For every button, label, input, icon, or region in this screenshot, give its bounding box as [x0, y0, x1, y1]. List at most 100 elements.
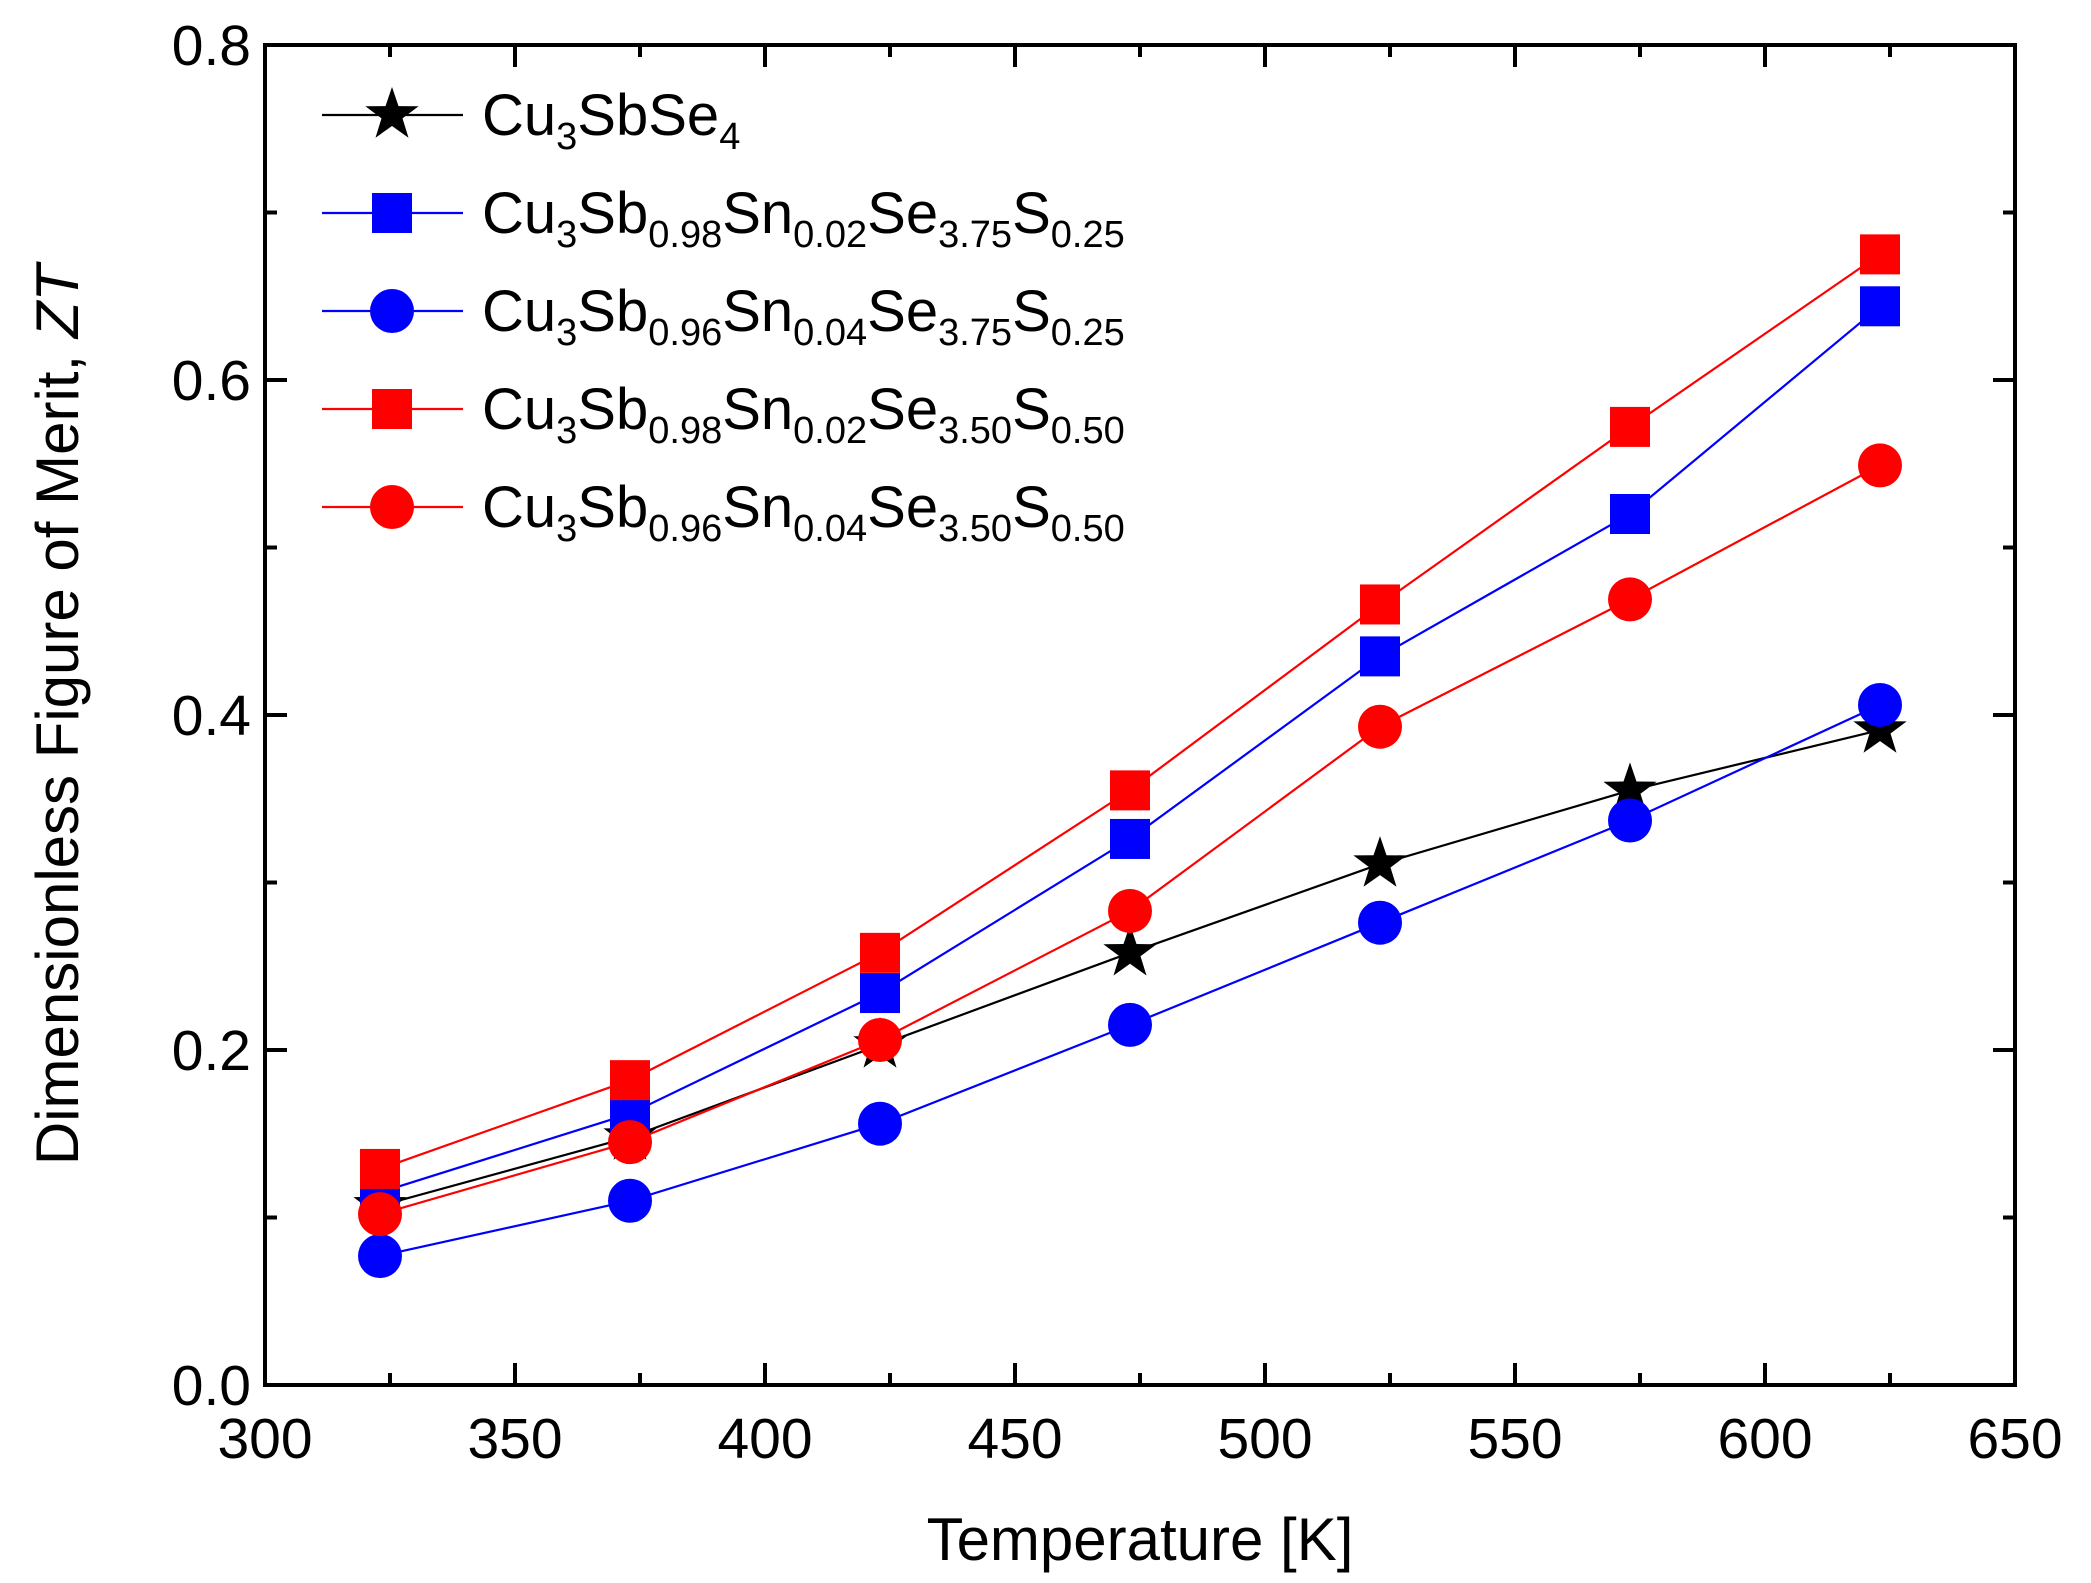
series-markers [353, 234, 1907, 1279]
axis-ticks [263, 43, 2017, 1387]
legend-marker [372, 193, 412, 233]
legend-marker [370, 485, 414, 529]
legend-label-part: Cu [482, 377, 556, 442]
legend-label-part: Cu [482, 181, 556, 246]
legend-label-subscript: 0.98 [648, 410, 722, 452]
x-tick-label: 500 [1217, 1407, 1312, 1471]
legend-label-subscript: 3 [556, 508, 577, 550]
series-2-point [860, 973, 900, 1014]
series-3-point [608, 1178, 652, 1223]
legend-label-part: S [1012, 181, 1051, 246]
legend-label-part: Sb [577, 377, 648, 442]
legend-label-part: Sb [577, 181, 648, 246]
legend-label-part: Sn [722, 475, 793, 540]
y-tick-label: 0.6 [172, 349, 251, 413]
x-tick-label: 550 [1467, 1407, 1562, 1471]
legend-label-subscript: 3 [556, 214, 577, 256]
legend-label-part: Cu [482, 83, 556, 148]
x-tick-label: 350 [467, 1407, 562, 1471]
series-3-point [358, 1234, 402, 1279]
legend-label-subscript: 3.75 [938, 214, 1012, 256]
legend-label-part: Sb [577, 475, 648, 540]
legend-label-part: Se [867, 377, 938, 442]
series-2-point [1360, 636, 1400, 677]
legend-label-subscript: 3.50 [938, 508, 1012, 550]
series-1-point [1353, 836, 1407, 887]
legend-label-subscript: 3 [556, 410, 577, 452]
legend-label-part: S [1012, 475, 1051, 540]
legend-marker [372, 389, 412, 429]
series-4-point [1360, 584, 1400, 625]
y-axis-title-symbol: ZT [24, 261, 91, 341]
series-4-point [360, 1148, 400, 1189]
legend-label-subscript: 3.75 [938, 312, 1012, 354]
series-1-point [1853, 702, 1907, 753]
legend-label-part: SbSe [577, 83, 719, 148]
x-tick-label: 650 [1967, 1407, 2062, 1471]
legend-label-subscript: 0.50 [1051, 410, 1125, 452]
legend-label-subscript: 0.98 [648, 214, 722, 256]
legend-label: Cu3Sb0.96Sn0.04Se3.75S0.25 [482, 279, 1125, 354]
series-2-point [1860, 286, 1900, 327]
series-4-point [1610, 406, 1650, 447]
legend-label-part: Se [867, 181, 938, 246]
y-tick-label: 0.8 [172, 14, 251, 78]
legend-label-subscript: 4 [719, 116, 740, 158]
y-tick-labels: 0.0 0.2 0.4 0.6 0.8 [172, 14, 251, 1418]
legend-label-subscript: 0.96 [648, 312, 722, 354]
legend-label-subscript: 0.25 [1051, 214, 1125, 256]
series-3-point [1358, 900, 1402, 945]
x-tick-label: 450 [967, 1407, 1062, 1471]
legend-label-subscript: 3 [556, 116, 577, 158]
legend-label-subscript: 3.50 [938, 410, 1012, 452]
legend-label-part: S [1012, 377, 1051, 442]
legend-marker [365, 87, 419, 138]
legend-label-part: Se [867, 279, 938, 344]
legend-label-part: Sn [722, 377, 793, 442]
legend-label: Cu3Sb0.98Sn0.02Se3.50S0.50 [482, 377, 1125, 452]
y-axis-title: Dimensionless Figure of Merit, ZT [24, 261, 91, 1166]
legend-label: Cu3Sb0.98Sn0.02Se3.75S0.25 [482, 181, 1125, 256]
y-tick-label: 0.0 [172, 1354, 251, 1418]
legend-label-subscript: 3 [556, 312, 577, 354]
legend-label-subscript: 0.50 [1051, 508, 1125, 550]
legend-label-subscript: 0.04 [793, 508, 867, 550]
series-5-point [858, 1017, 902, 1062]
legend-label-part: Cu [482, 475, 556, 540]
legend-label-part: Cu [482, 279, 556, 344]
series-3-point [1108, 1002, 1152, 1047]
series-5-point [1858, 443, 1902, 488]
legend-label: Cu3SbSe4 [482, 83, 740, 158]
legend-label-part: Sn [722, 181, 793, 246]
x-tick-label: 400 [717, 1407, 812, 1471]
x-tick-labels: 300 350 400 450 500 550 600 650 [217, 1407, 2062, 1471]
series-5-point [1108, 888, 1152, 933]
series-1-point [1103, 924, 1157, 976]
x-tick-label: 600 [1717, 1407, 1812, 1471]
legend-label-part: Sb [577, 279, 648, 344]
series-5-point [608, 1120, 652, 1165]
legend-marker [370, 289, 414, 333]
series-3-point [1608, 798, 1652, 843]
legend-label-subscript: 0.02 [793, 214, 867, 256]
legend-label-part: Sn [722, 279, 793, 344]
legend-label-subscript: 0.04 [793, 312, 867, 354]
legend-label-subscript: 0.02 [793, 410, 867, 452]
x-tick-label: 300 [217, 1407, 312, 1471]
plot-frame [263, 43, 2017, 1387]
series-2-point [1110, 818, 1150, 859]
series-4-point [1110, 770, 1150, 811]
series-2-point [1610, 494, 1650, 534]
series-5-point [1608, 577, 1652, 622]
series-3-point [858, 1101, 902, 1146]
legend-label-subscript: 0.96 [648, 508, 722, 550]
series-5-point [358, 1192, 402, 1237]
series-5-point [1358, 704, 1402, 749]
series-4-point [860, 932, 900, 973]
x-axis-title: Temperature [K] [927, 1506, 1354, 1573]
series-4-point [610, 1060, 650, 1101]
legend-label-subscript: 0.25 [1051, 312, 1125, 354]
y-tick-label: 0.2 [172, 1019, 251, 1083]
legend-label: Cu3Sb0.96Sn0.04Se3.50S0.50 [482, 475, 1125, 550]
